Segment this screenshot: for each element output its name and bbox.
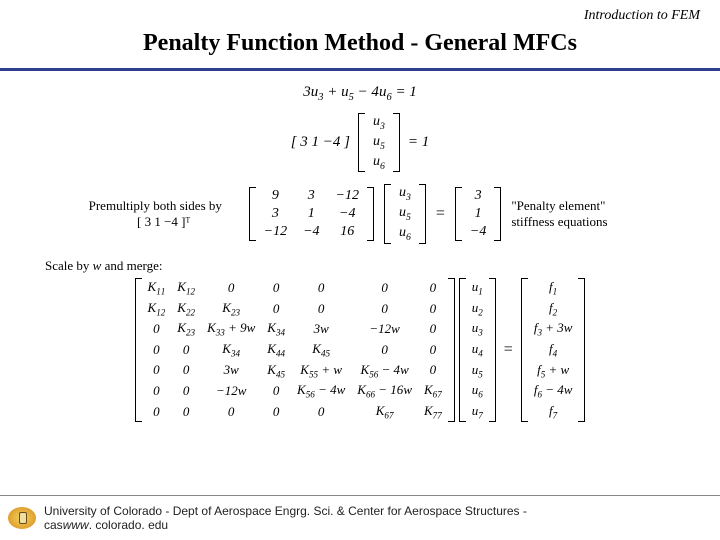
penalty-element-block: Premultiply both sides by [ 3 1 −4 ]ᵀ 93… [0, 184, 720, 243]
big-K-matrix: K11K1200000K12K22K2300000K23K33 + 9wK343… [135, 278, 455, 422]
footer-text: University of Colorado - Dept of Aerospa… [44, 504, 527, 532]
big-f-vector: f1f2f3 + 3wf4f5 + wf6 − 4wf7 [521, 278, 586, 422]
header-corner-label: Introduction to FEM [584, 8, 700, 24]
equation-constraint: 3u3 + u5 − 4u6 = 1 [0, 84, 720, 103]
content-area: 3u3 + u5 − 4u6 = 1 [ 3 1 −4 ] u3u5u6 = 1… [0, 78, 720, 492]
page-title: Penalty Function Method - General MFCs [0, 30, 720, 57]
penalty-caption: "Penalty element" stiffness equations [511, 198, 631, 230]
footer: University of Colorado - Dept of Aerospa… [0, 495, 720, 540]
premultiply-label: Premultiply both sides by [ 3 1 −4 ]ᵀ [89, 198, 239, 230]
cu-logo-icon [8, 507, 36, 529]
equals-one: = 1 [408, 134, 429, 151]
u-small-vector: u3u5u6 [358, 113, 400, 172]
assembled-system: K11K1200000K12K22K2300000K23K33 + 9wK343… [0, 278, 720, 422]
big-u-vector: u1u2u3u4u5u6u7 [459, 278, 496, 422]
title-rule [0, 68, 720, 71]
row-vector: [ 3 1 −4 ] [291, 134, 350, 151]
equation-row-form: [ 3 1 −4 ] u3u5u6 = 1 [0, 113, 720, 172]
penalty-rhs-vector: 31−4 [455, 187, 501, 241]
penalty-A-matrix: 93−12 31−4 −12−416 [249, 187, 374, 241]
scale-merge-label: Scale by w and merge: [45, 258, 720, 274]
penalty-u-vector: u3u5u6 [384, 184, 426, 243]
